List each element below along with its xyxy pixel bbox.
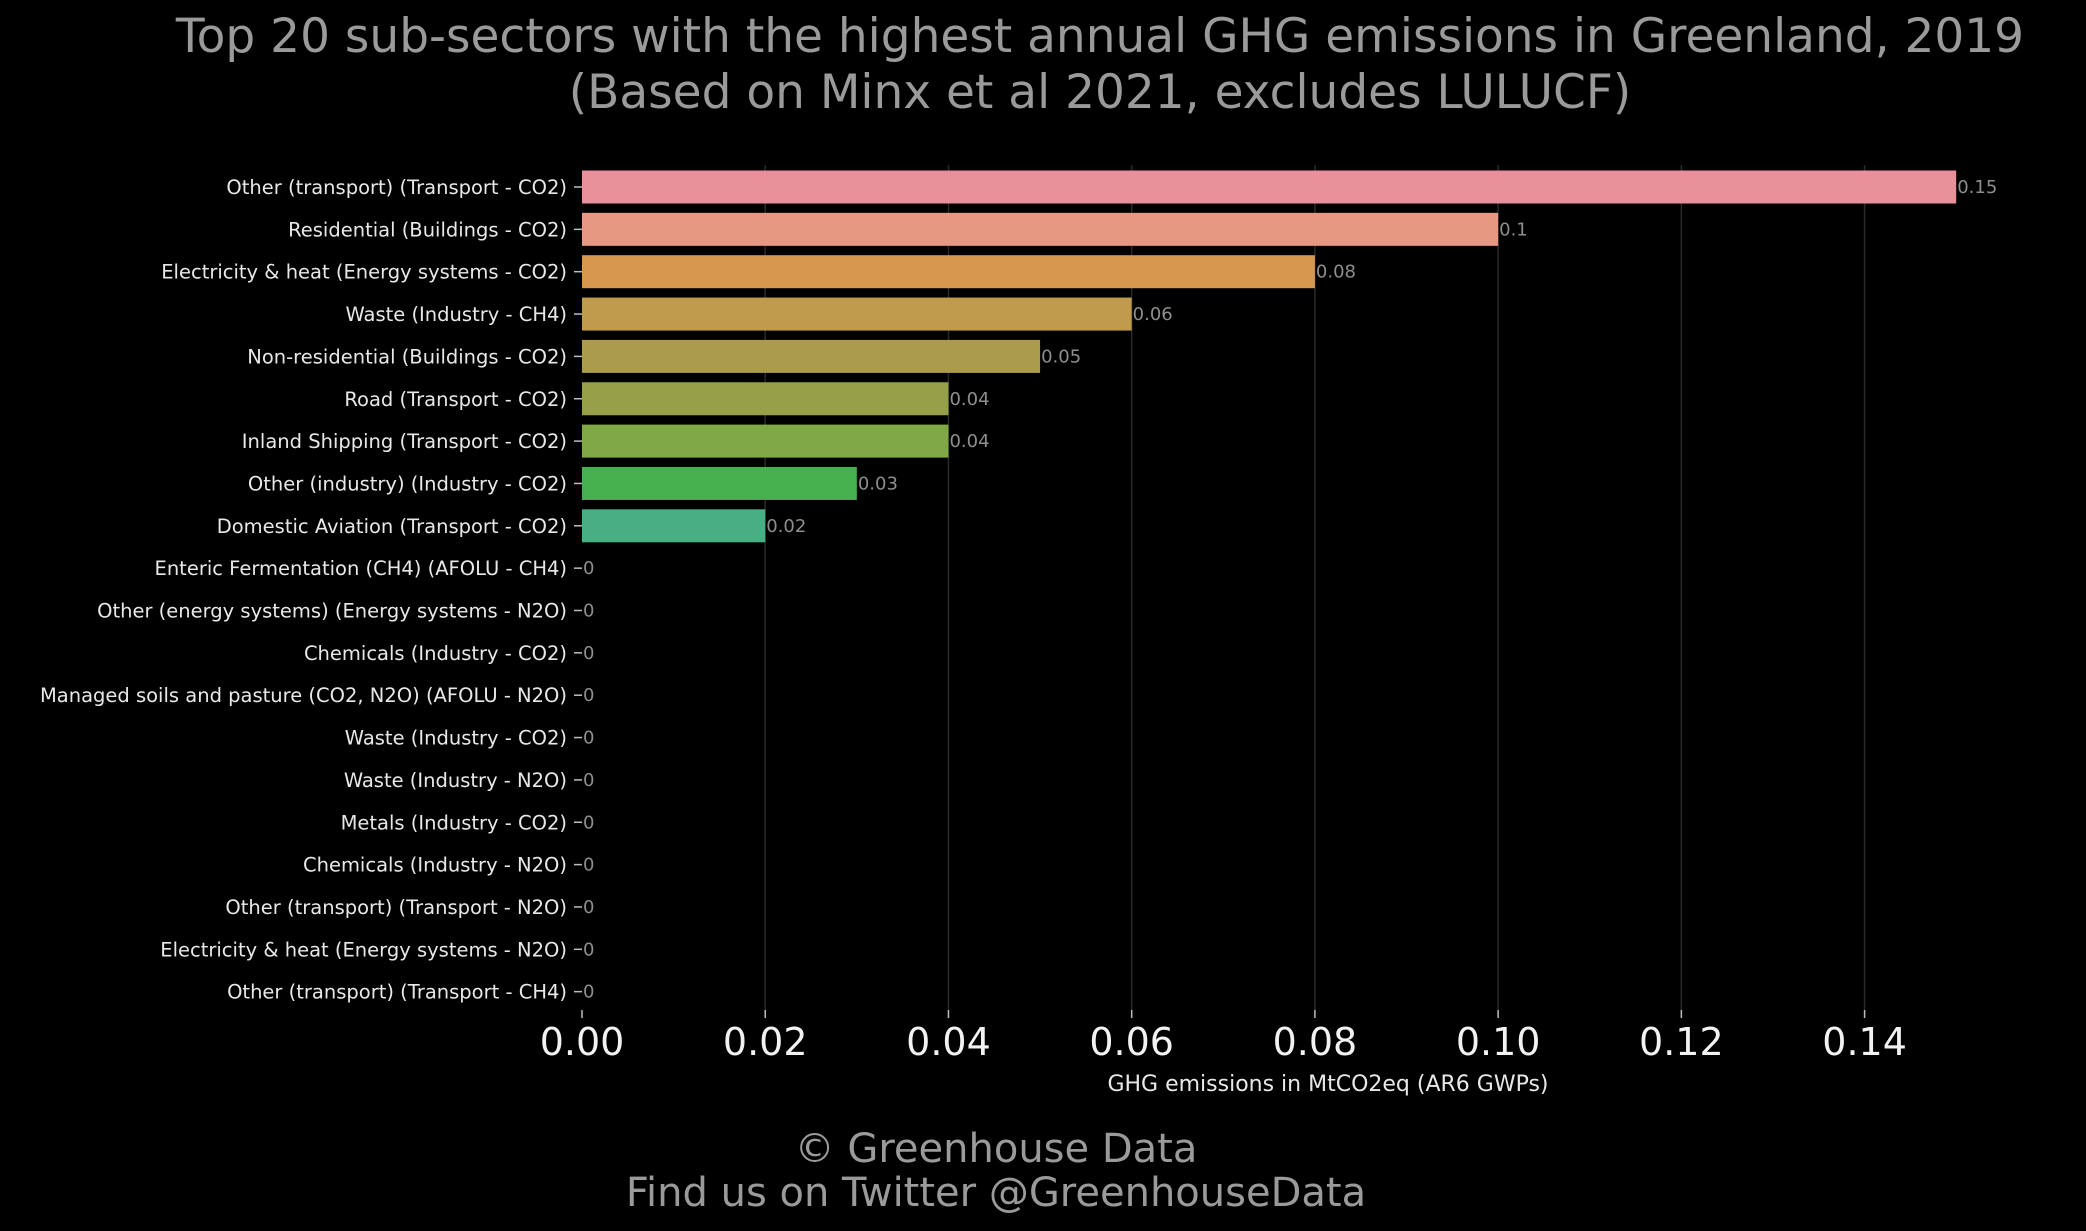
- data-label: 0: [583, 643, 594, 664]
- category-label: Waste (Industry - CO2): [345, 727, 567, 750]
- bar: [582, 382, 949, 416]
- category-label: Electricity & heat (Energy systems - CO2…: [161, 261, 567, 284]
- footer-twitter: Find us on Twitter @GreenhouseData: [626, 1170, 1366, 1216]
- category-label: Residential (Buildings - CO2): [288, 218, 567, 241]
- gridlines: [764, 165, 1866, 1010]
- bar: [582, 297, 1132, 331]
- bar: [582, 424, 949, 458]
- data-label: 0: [583, 897, 594, 918]
- data-label: 0: [583, 685, 594, 706]
- x-tick-label: 0.04: [906, 1020, 991, 1064]
- x-tick-label: 0.02: [723, 1020, 808, 1064]
- category-label: Waste (Industry - CH4): [345, 303, 567, 326]
- x-tick-label: 0.14: [1822, 1020, 1907, 1064]
- data-label: 0: [583, 558, 594, 579]
- x-tick-label: 0.12: [1639, 1020, 1724, 1064]
- chart-title-line2: (Based on Minx et al 2021, excludes LULU…: [569, 65, 1631, 120]
- x-tick-label: 0.06: [1089, 1020, 1174, 1064]
- data-label: 0: [583, 601, 594, 622]
- footer-copyright: © Greenhouse Data: [795, 1126, 1198, 1172]
- bar: [582, 212, 1499, 246]
- data-label: 0.05: [1041, 346, 1081, 367]
- category-label: Other (energy systems) (Energy systems -…: [97, 600, 567, 623]
- bar: [582, 339, 1041, 373]
- category-label: Domestic Aviation (Transport - CO2): [217, 515, 567, 538]
- x-axis-label: GHG emissions in MtCO2eq (AR6 GWPs): [1107, 1072, 1548, 1097]
- category-label: Chemicals (Industry - N2O): [303, 854, 567, 877]
- data-label: 0: [583, 728, 594, 749]
- x-axis-ticks: 0.00 0.02 0.04 0.06 0.08 0.10 0.12 0.14: [540, 1010, 1907, 1064]
- bar: [582, 170, 1957, 204]
- x-tick-label: 0.00: [540, 1020, 625, 1064]
- category-label: Metals (Industry - CO2): [341, 811, 567, 834]
- data-label: 0.15: [1957, 177, 1997, 198]
- category-label: Other (transport) (Transport - CO2): [226, 176, 567, 199]
- category-label: Non-residential (Buildings - CO2): [247, 345, 567, 368]
- data-label: 0: [583, 939, 594, 960]
- x-tick-label: 0.10: [1456, 1020, 1541, 1064]
- category-label: Enteric Fermentation (CH4) (AFOLU - CH4): [155, 557, 568, 580]
- category-label: Waste (Industry - N2O): [344, 769, 567, 792]
- data-label: 0.04: [949, 389, 989, 410]
- category-label: Electricity & heat (Energy systems - N2O…: [160, 938, 567, 961]
- x-tick-label: 0.08: [1273, 1020, 1358, 1064]
- category-labels: Other (transport) (Transport - CO2) Resid…: [40, 176, 582, 1004]
- data-label: 0.04: [949, 431, 989, 452]
- data-labels: 0.15 0.1 0.08 0.06 0.05 0.04 0.04 0.03 0.02 0 0 0 0 0…: [583, 177, 1997, 1003]
- bars: [582, 170, 1957, 543]
- data-label: 0: [583, 982, 594, 1003]
- data-label: 0.02: [766, 516, 806, 537]
- data-label: 0: [583, 812, 594, 833]
- category-label: Chemicals (Industry - CO2): [304, 642, 567, 665]
- data-label: 0: [583, 770, 594, 791]
- bar: [582, 509, 766, 543]
- category-label: Road (Transport - CO2): [344, 388, 567, 411]
- data-label: 0.08: [1316, 262, 1356, 283]
- category-label: Managed soils and pasture (CO2, N2O) (AF…: [40, 684, 567, 707]
- category-label: Other (transport) (Transport - N2O): [225, 896, 567, 919]
- category-label: Other (transport) (Transport - CH4): [227, 981, 567, 1004]
- chart-title-line1: Top 20 sub-sectors with the highest annu…: [175, 9, 2024, 64]
- data-label: 0.1: [1499, 219, 1528, 240]
- category-label: Other (industry) (Industry - CO2): [248, 472, 567, 495]
- data-label: 0.06: [1133, 304, 1173, 325]
- bar: [582, 466, 857, 500]
- bar: [582, 255, 1315, 289]
- data-label: 0.03: [858, 473, 898, 494]
- data-label: 0: [583, 855, 594, 876]
- category-label: Inland Shipping (Transport - CO2): [242, 430, 567, 453]
